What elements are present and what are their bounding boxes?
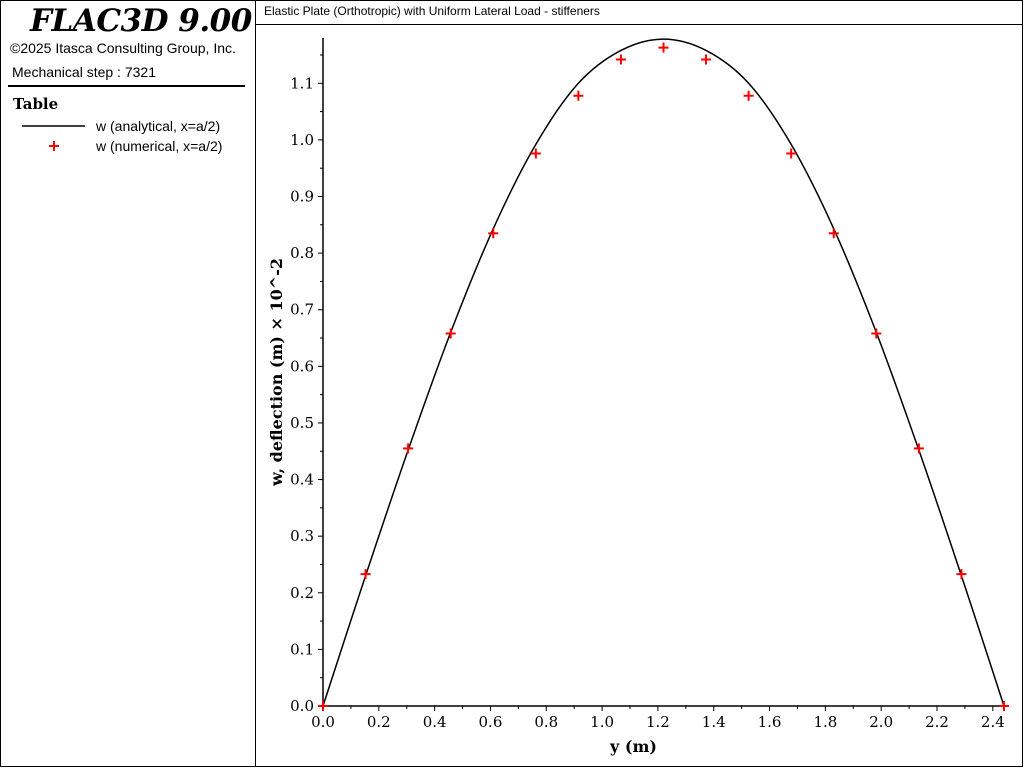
plot-title: Elastic Plate (Orthotropic) with Uniform… (264, 4, 600, 18)
x-tick-label: 1.0 (590, 713, 614, 731)
numerical-point (360, 569, 371, 580)
series-markers-numerical (318, 42, 1009, 711)
numerical-point (871, 328, 882, 339)
numerical-point (445, 328, 456, 339)
y-tick-label: 0.4 (290, 471, 314, 489)
numerical-point (615, 54, 626, 65)
numerical-point (488, 228, 499, 239)
legend-item-numerical: w (numerical, x=a/2) (22, 137, 252, 155)
mechanical-step: Mechanical step : 7321 (12, 64, 156, 80)
x-tick-label: 1.6 (758, 713, 782, 731)
numerical-point (403, 443, 414, 454)
x-tick-label: 1.4 (702, 713, 726, 731)
y-tick-label: 1.0 (290, 131, 314, 149)
x-tick-label: 0.0 (311, 713, 335, 731)
axes (318, 38, 1004, 711)
numerical-point (658, 42, 669, 53)
x-tick-label: 0.2 (367, 713, 391, 731)
x-tick-label: 1.8 (813, 713, 837, 731)
legend-title: Table (13, 95, 59, 113)
y-tick-label: 0.3 (290, 527, 314, 545)
y-tick-label: 0.8 (290, 244, 314, 262)
y-tick-label: 0.5 (290, 414, 314, 432)
divider (8, 85, 245, 87)
x-tick-label: 0.6 (479, 713, 503, 731)
numerical-point (999, 701, 1009, 711)
y-tick-label: 0.0 (290, 697, 314, 715)
numerical-point (828, 228, 839, 239)
y-tick-label: 0.9 (290, 188, 314, 206)
legend-item-analytical: w (analytical, x=a/2) (22, 117, 252, 135)
numerical-point (913, 443, 924, 454)
y-tick-label: 0.7 (290, 301, 314, 319)
x-tick-label: 0.4 (423, 713, 447, 731)
x-tick-label: 2.2 (925, 713, 949, 731)
numerical-point (956, 569, 967, 580)
legend-label-numerical: w (numerical, x=a/2) (96, 138, 223, 154)
numerical-point (701, 54, 712, 65)
plus-marker-icon (49, 141, 59, 151)
numerical-point (530, 148, 541, 159)
numerical-point (573, 90, 584, 101)
legend-panel: FLAC3D 9.00 ©2025 Itasca Consulting Grou… (0, 0, 256, 767)
y-tick-label: 0.6 (290, 357, 314, 375)
x-tick-label: 2.4 (981, 713, 1005, 731)
y-axis-title: w, deflection (m) × 10^-2 (267, 258, 286, 487)
numerical-point (743, 90, 754, 101)
y-tick-labels: 0.0 0.1 0.2 0.3 0.4 0.5 0.6 0.7 0.8 0.9 1.0 1.1 (290, 74, 314, 715)
app-title: FLAC3D 9.00 (30, 3, 252, 39)
x-axis-title: y (m) (609, 737, 657, 756)
copyright-text: ©2025 Itasca Consulting Group, Inc. (10, 40, 236, 56)
x-tick-label: 0.8 (534, 713, 558, 731)
numerical-point (786, 148, 797, 159)
x-tick-label: 1.2 (646, 713, 670, 731)
legend-label-analytical: w (analytical, x=a/2) (96, 118, 221, 134)
chart-area: 0.0 0.2 0.4 0.6 0.8 1.0 1.2 1.4 1.6 1.8 2.0 2.2 2.4 … (267, 38, 1009, 756)
series-line-analytical (322, 38, 1005, 707)
title-divider (256, 24, 1023, 25)
numerical-point (318, 701, 328, 711)
line-symbol-icon (22, 125, 85, 127)
x-tick-label: 2.0 (869, 713, 893, 731)
y-tick-label: 0.2 (290, 584, 314, 602)
x-tick-labels: 0.0 0.2 0.4 0.6 0.8 1.0 1.2 1.4 1.6 1.8 2.0 2.2 2.4 (311, 713, 1005, 731)
y-tick-label: 1.1 (290, 74, 314, 92)
y-tick-label: 0.1 (290, 640, 314, 658)
